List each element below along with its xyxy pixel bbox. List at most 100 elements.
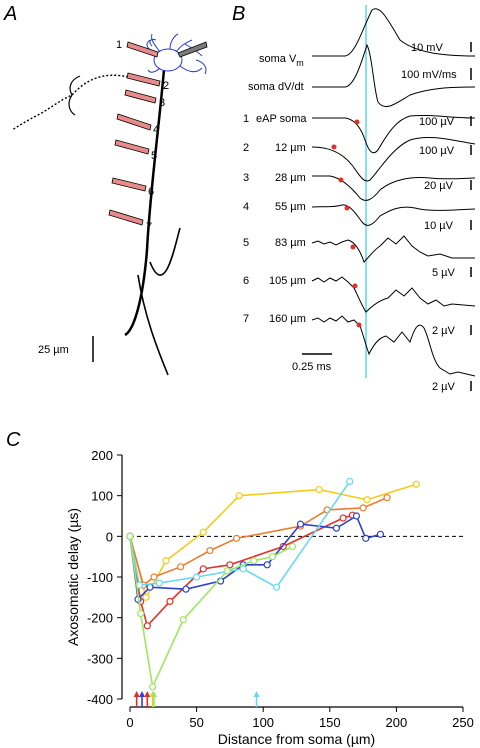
series-3-point — [339, 514, 347, 522]
svg-text:20 µV: 20 µV — [424, 180, 454, 192]
series-5-point — [193, 573, 201, 581]
electrodes: 1 2 3 4 5 6 7 — [108, 39, 208, 233]
electrode-5: 5 — [114, 139, 157, 162]
series-1-point — [363, 496, 371, 504]
trace-label-2-num: 2 — [243, 142, 249, 154]
series-6-point — [250, 557, 258, 565]
electrode-6: 6 — [111, 177, 154, 198]
svg-text:2 µV: 2 µV — [432, 381, 456, 393]
series-6-point — [268, 553, 277, 561]
trace-label-6: 105 µm — [269, 275, 306, 287]
series-4-point — [376, 530, 385, 538]
trace-eap-1 — [312, 114, 476, 154]
electrode-4: 4 — [116, 113, 159, 136]
electrode-2: 2 — [126, 72, 169, 92]
electrode-top-right — [177, 41, 208, 58]
series-2-point — [206, 546, 214, 555]
trace-label-1: eAP soma — [256, 113, 307, 125]
y-tick-label: -400 — [87, 692, 113, 707]
trace-label-4-num: 4 — [243, 201, 249, 213]
series-1-point — [142, 593, 150, 601]
trace-label-7: 160 µm — [269, 313, 306, 325]
series-4-point — [332, 524, 341, 532]
axis-arrow-head-5 — [150, 691, 157, 697]
axis-arrow-head-2 — [138, 691, 145, 697]
trace-label-7-num: 7 — [243, 313, 249, 325]
trace-label-4: 55 µm — [275, 201, 306, 213]
axon-trace-lower — [137, 227, 181, 376]
trace-label-1-num: 1 — [243, 113, 249, 125]
series-6-point — [223, 567, 231, 575]
trace-soma-vm — [312, 8, 476, 57]
axis-arrow-head-3 — [144, 691, 151, 697]
series-3-point — [199, 565, 207, 573]
soma-dendrites — [146, 33, 207, 75]
y-tick-label: 100 — [91, 489, 113, 504]
series-5-point — [239, 565, 247, 573]
series-line-1 — [129, 483, 417, 600]
y-tick-label: -300 — [87, 651, 113, 666]
x-tick-label: 100 — [252, 715, 274, 730]
svg-text:6: 6 — [148, 186, 154, 198]
axis-arrow-head-6 — [253, 691, 260, 697]
amplitude-scales: 10 mV 100 mV/ms 100 µV 100 µV 20 µV 10 µ… — [401, 42, 472, 393]
electrode-3: 3 — [124, 89, 165, 109]
series-1-point — [412, 480, 420, 488]
electrode-1: 1 — [116, 39, 159, 58]
x-tick-label: 200 — [386, 715, 408, 730]
trace-eap-2 — [311, 136, 476, 182]
series-2-point — [177, 563, 185, 571]
axon-collateral-branch — [68, 75, 81, 116]
x-tick-label: 0 — [126, 715, 133, 730]
series-4-point — [362, 534, 370, 542]
panel-c-letter: C — [6, 429, 21, 451]
x-tick-label: 50 — [189, 715, 203, 730]
y-tick-label: -200 — [87, 611, 113, 626]
series-2-point — [232, 534, 241, 542]
series-4-point — [296, 520, 305, 528]
series-4-point — [182, 585, 190, 593]
svg-text:10 µV: 10 µV — [424, 220, 454, 232]
series-1-point — [162, 557, 170, 565]
series-4-point — [263, 561, 271, 569]
svg-text:10 mV: 10 mV — [411, 42, 443, 54]
svg-text:100 mV/ms: 100 mV/ms — [401, 69, 457, 81]
svg-text:3: 3 — [159, 97, 165, 109]
x-tick-label: 150 — [319, 715, 341, 730]
trace-label-soma-dvdt: soma dV/dt — [248, 81, 304, 93]
series-6-point — [288, 542, 297, 551]
series-6-point — [149, 683, 157, 691]
x-axis-title: Distance from soma (µm) — [218, 731, 375, 747]
trace-eap-3 — [312, 175, 476, 201]
trace-label-soma-vm: soma Vm — [259, 53, 304, 68]
svg-text:2 µV: 2 µV — [432, 325, 456, 337]
svg-text:100 µV: 100 µV — [419, 145, 455, 157]
panel-b-letter: B — [232, 3, 245, 25]
series-2-point — [359, 504, 367, 512]
series-1-point — [199, 528, 207, 536]
series-2-point — [150, 573, 158, 581]
trace-label-2: 12 µm — [275, 142, 306, 154]
time-scale-label: 0.25 ms — [292, 361, 332, 373]
series-5-point — [155, 579, 163, 587]
onset-markers — [331, 119, 362, 328]
svg-text:5 µV: 5 µV — [432, 267, 456, 279]
series-6-point — [179, 616, 187, 624]
waveform-traces — [311, 8, 476, 377]
trace-label-3-num: 3 — [243, 172, 249, 184]
series-6-point — [126, 532, 134, 540]
x-tick-label: 250 — [452, 715, 474, 730]
series-2-point — [383, 494, 391, 502]
y-tick-label: 200 — [91, 448, 113, 463]
svg-text:100 µV: 100 µV — [419, 116, 455, 128]
series-5-point — [346, 477, 354, 486]
trace-eap-4 — [311, 204, 476, 226]
trace-eap-6 — [311, 276, 476, 313]
panel-a-scale-label: 25 µm — [38, 344, 69, 356]
series-3-point — [226, 561, 234, 569]
series-3-point — [143, 622, 151, 630]
trace-labels: soma Vm soma dV/dt 1 eAP soma 2 12 µm 3 … — [243, 53, 307, 325]
svg-text:4: 4 — [153, 124, 159, 136]
series-line-2 — [129, 496, 388, 587]
